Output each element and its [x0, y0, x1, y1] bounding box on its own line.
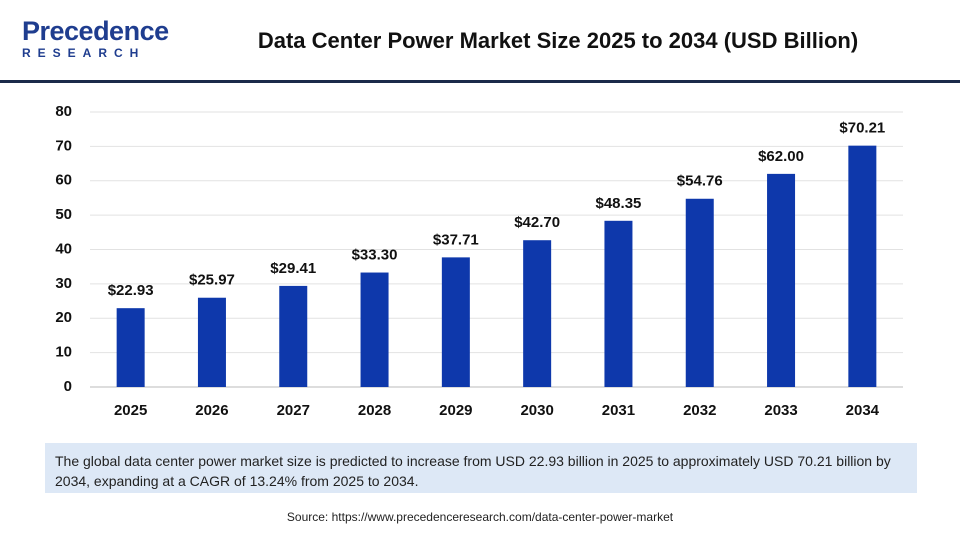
- bar: [523, 240, 552, 387]
- y-tick-label: 80: [55, 103, 72, 120]
- value-label: $48.35: [596, 195, 642, 212]
- bar: [279, 285, 308, 387]
- y-tick-label: 50: [55, 206, 72, 223]
- y-tick-label: 30: [55, 275, 72, 292]
- x-tick-label: 2025: [114, 402, 147, 419]
- header-rule: [0, 80, 960, 83]
- x-tick-label: 2028: [358, 402, 391, 419]
- x-tick-label: 2027: [277, 402, 310, 419]
- value-label: $29.41: [270, 260, 316, 277]
- x-tick-label: 2034: [846, 402, 880, 419]
- y-tick-label: 10: [55, 344, 72, 361]
- y-tick-label: 20: [55, 309, 72, 326]
- value-label: $54.76: [677, 173, 723, 190]
- value-label: $33.30: [352, 247, 398, 264]
- bar: [604, 220, 633, 387]
- logo-sub: RESEARCH: [22, 46, 146, 60]
- x-tick-label: 2029: [439, 402, 472, 419]
- value-label: $37.71: [433, 231, 479, 248]
- bar: [685, 198, 714, 387]
- y-tick-label: 60: [55, 172, 72, 189]
- value-label: $70.21: [839, 120, 885, 137]
- chart-title: Data Center Power Market Size 2025 to 20…: [258, 28, 858, 53]
- x-tick-label: 2030: [520, 402, 553, 419]
- bar: [848, 145, 877, 387]
- bar: [767, 173, 796, 387]
- value-label: $25.97: [189, 272, 235, 289]
- y-tick-label: 70: [55, 137, 72, 154]
- bar: [197, 297, 226, 387]
- x-tick-label: 2032: [683, 402, 716, 419]
- value-label: $42.70: [514, 214, 560, 231]
- value-label: $22.93: [108, 282, 154, 299]
- value-label: $62.00: [758, 148, 804, 165]
- source: Source: https://www.precedenceresearch.c…: [286, 510, 674, 524]
- chart: Data Center Power Market Size 2025 to 20…: [0, 28, 960, 419]
- bar: [441, 257, 470, 387]
- bar: [116, 308, 145, 387]
- logo-name: Precedence: [22, 16, 169, 46]
- y-tick-label: 0: [64, 378, 72, 395]
- x-tick-label: 2033: [764, 402, 797, 419]
- x-tick-label: 2031: [602, 402, 635, 419]
- y-tick-label: 40: [55, 240, 72, 257]
- caption: The global data center power market size…: [45, 443, 917, 493]
- bar: [360, 272, 389, 387]
- x-tick-label: 2026: [195, 402, 228, 419]
